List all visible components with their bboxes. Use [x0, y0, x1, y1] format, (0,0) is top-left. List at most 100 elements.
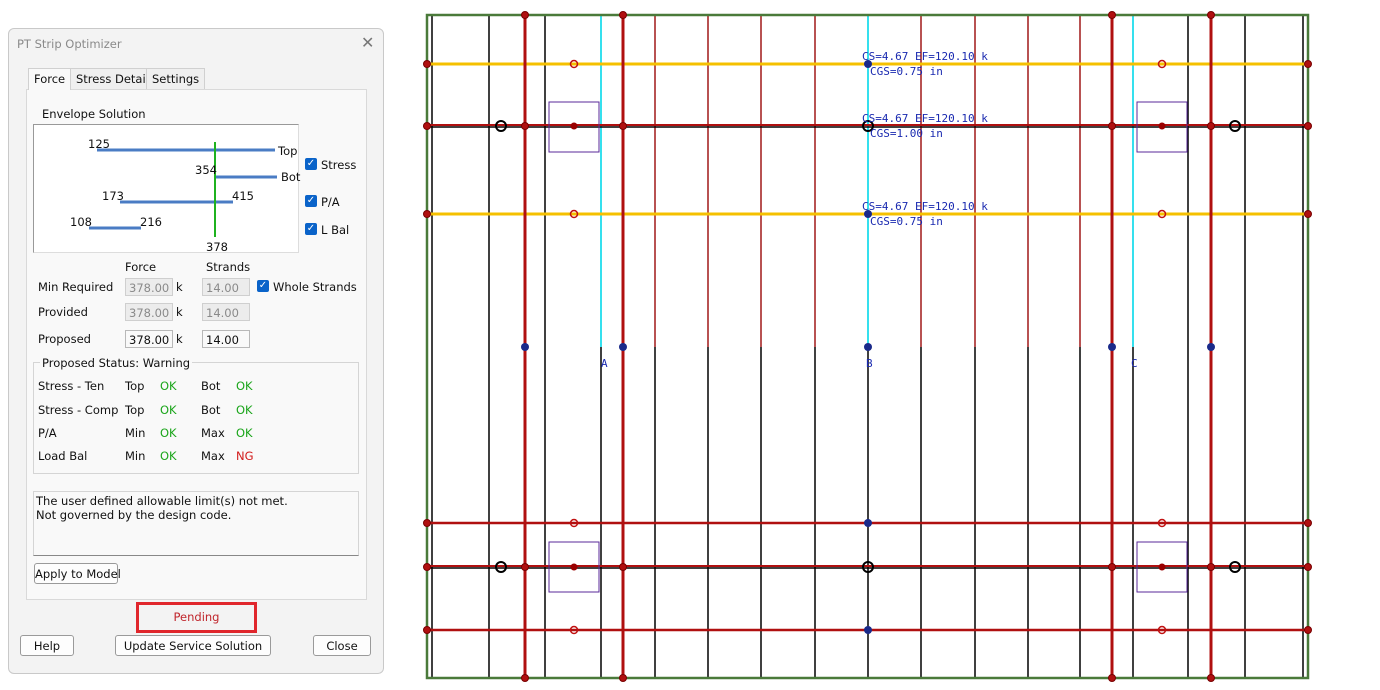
anchor	[1229, 120, 1241, 132]
help-button[interactable]: Help	[20, 635, 74, 656]
strands-input[interactable]: 14.00	[202, 330, 250, 348]
envelope-value: 173	[102, 189, 124, 203]
status-check: Bot	[201, 403, 221, 417]
grid-label: A	[601, 357, 608, 370]
status-result: OK	[160, 379, 177, 393]
node	[1108, 343, 1116, 351]
support-point	[1157, 209, 1167, 219]
status-result: OK	[236, 379, 253, 393]
support-point	[569, 518, 579, 528]
envelope-value: 378	[206, 240, 228, 254]
status-check: Max	[201, 426, 225, 440]
checkbox-label: P/A	[321, 195, 340, 209]
close-icon[interactable]: ✕	[361, 33, 375, 52]
grid-label: C	[1131, 357, 1138, 370]
support-point	[1157, 518, 1167, 528]
message-line: The user defined allowable limit(s) not …	[36, 494, 288, 508]
end-point	[423, 60, 431, 68]
strands-input: 14.00	[202, 303, 250, 321]
end-point	[1207, 674, 1215, 682]
envelope-label: Bot	[281, 170, 301, 184]
end-point	[1108, 122, 1116, 130]
end-point	[1304, 563, 1312, 571]
status-label: Stress - Comp	[38, 403, 119, 417]
update-button[interactable]: Update Service Solution	[115, 635, 271, 656]
message-line: Not governed by the design code.	[36, 508, 232, 522]
tab[interactable]: Stress Details	[70, 68, 161, 89]
status-check: Bot	[201, 379, 221, 393]
envelope-box	[33, 124, 299, 253]
envelope-label: Top	[278, 144, 298, 158]
end-point	[1108, 674, 1116, 682]
node	[521, 343, 529, 351]
unit: k	[176, 280, 183, 294]
status-result: OK	[236, 426, 253, 440]
node	[864, 210, 872, 218]
end-point	[619, 122, 627, 130]
column	[1136, 541, 1188, 593]
force-input[interactable]: 378.00	[125, 330, 173, 348]
checkbox[interactable]: ✓	[305, 223, 317, 235]
tendon-label: CGS=0.75 in	[870, 65, 943, 78]
row-label: Proposed	[38, 332, 91, 346]
status-result: NG	[236, 449, 254, 463]
tab[interactable]: Settings	[146, 68, 206, 89]
checkbox-label: L Bal	[321, 223, 350, 237]
message-box	[33, 491, 359, 556]
checkbox[interactable]: ✓	[305, 158, 317, 170]
status-check: Min	[125, 449, 146, 463]
row-label: Provided	[38, 305, 88, 319]
node	[1158, 563, 1166, 571]
end-point	[619, 11, 627, 19]
checkbox[interactable]: ✓	[257, 280, 269, 292]
end-point	[423, 210, 431, 218]
anchor	[495, 561, 507, 573]
status-result: OK	[236, 403, 253, 417]
status-label: Load Bal	[38, 449, 88, 463]
column	[548, 101, 600, 153]
status-result: OK	[160, 449, 177, 463]
anchor	[862, 561, 874, 573]
envelope-value: 216	[140, 215, 162, 229]
status-result: OK	[160, 426, 177, 440]
unit: k	[176, 305, 183, 319]
end-point	[521, 563, 529, 571]
status-check: Top	[125, 403, 145, 417]
end-point	[619, 563, 627, 571]
tendon-label: CS=4.67 EF=120.10 k	[862, 112, 988, 125]
end-point	[1108, 11, 1116, 19]
anchor	[862, 120, 874, 132]
node	[1207, 343, 1215, 351]
checkbox-label: Stress	[321, 158, 357, 172]
node	[864, 60, 872, 68]
tendon-label: CGS=1.00 in	[870, 127, 943, 140]
support-point	[569, 209, 579, 219]
grid-label: B	[866, 357, 873, 370]
envelope-value: 125	[88, 137, 110, 151]
support-point	[569, 625, 579, 635]
support-point	[1157, 59, 1167, 69]
apply-button[interactable]: Apply to Model	[34, 563, 121, 584]
force-input: 378.00	[125, 303, 173, 321]
node	[864, 343, 872, 351]
envelope-value: 108	[70, 215, 92, 229]
node	[1158, 122, 1166, 130]
status-check: Max	[201, 449, 225, 463]
row-label: Min Required	[38, 280, 114, 294]
tab[interactable]: Force	[28, 68, 72, 90]
close-button[interactable]: Close	[313, 635, 371, 656]
node	[570, 563, 578, 571]
status-result: OK	[160, 403, 177, 417]
column-header: Force	[125, 260, 157, 274]
column	[548, 541, 600, 593]
end-point	[521, 11, 529, 19]
end-point	[521, 674, 529, 682]
checkbox-label: Whole Strands	[273, 280, 357, 294]
end-point	[423, 122, 431, 130]
status-check: Top	[125, 379, 145, 393]
envelope-value: 415	[232, 189, 254, 203]
group-title: Envelope Solution	[42, 107, 146, 121]
end-point	[1304, 122, 1312, 130]
checkbox[interactable]: ✓	[305, 195, 317, 207]
node	[619, 343, 627, 351]
